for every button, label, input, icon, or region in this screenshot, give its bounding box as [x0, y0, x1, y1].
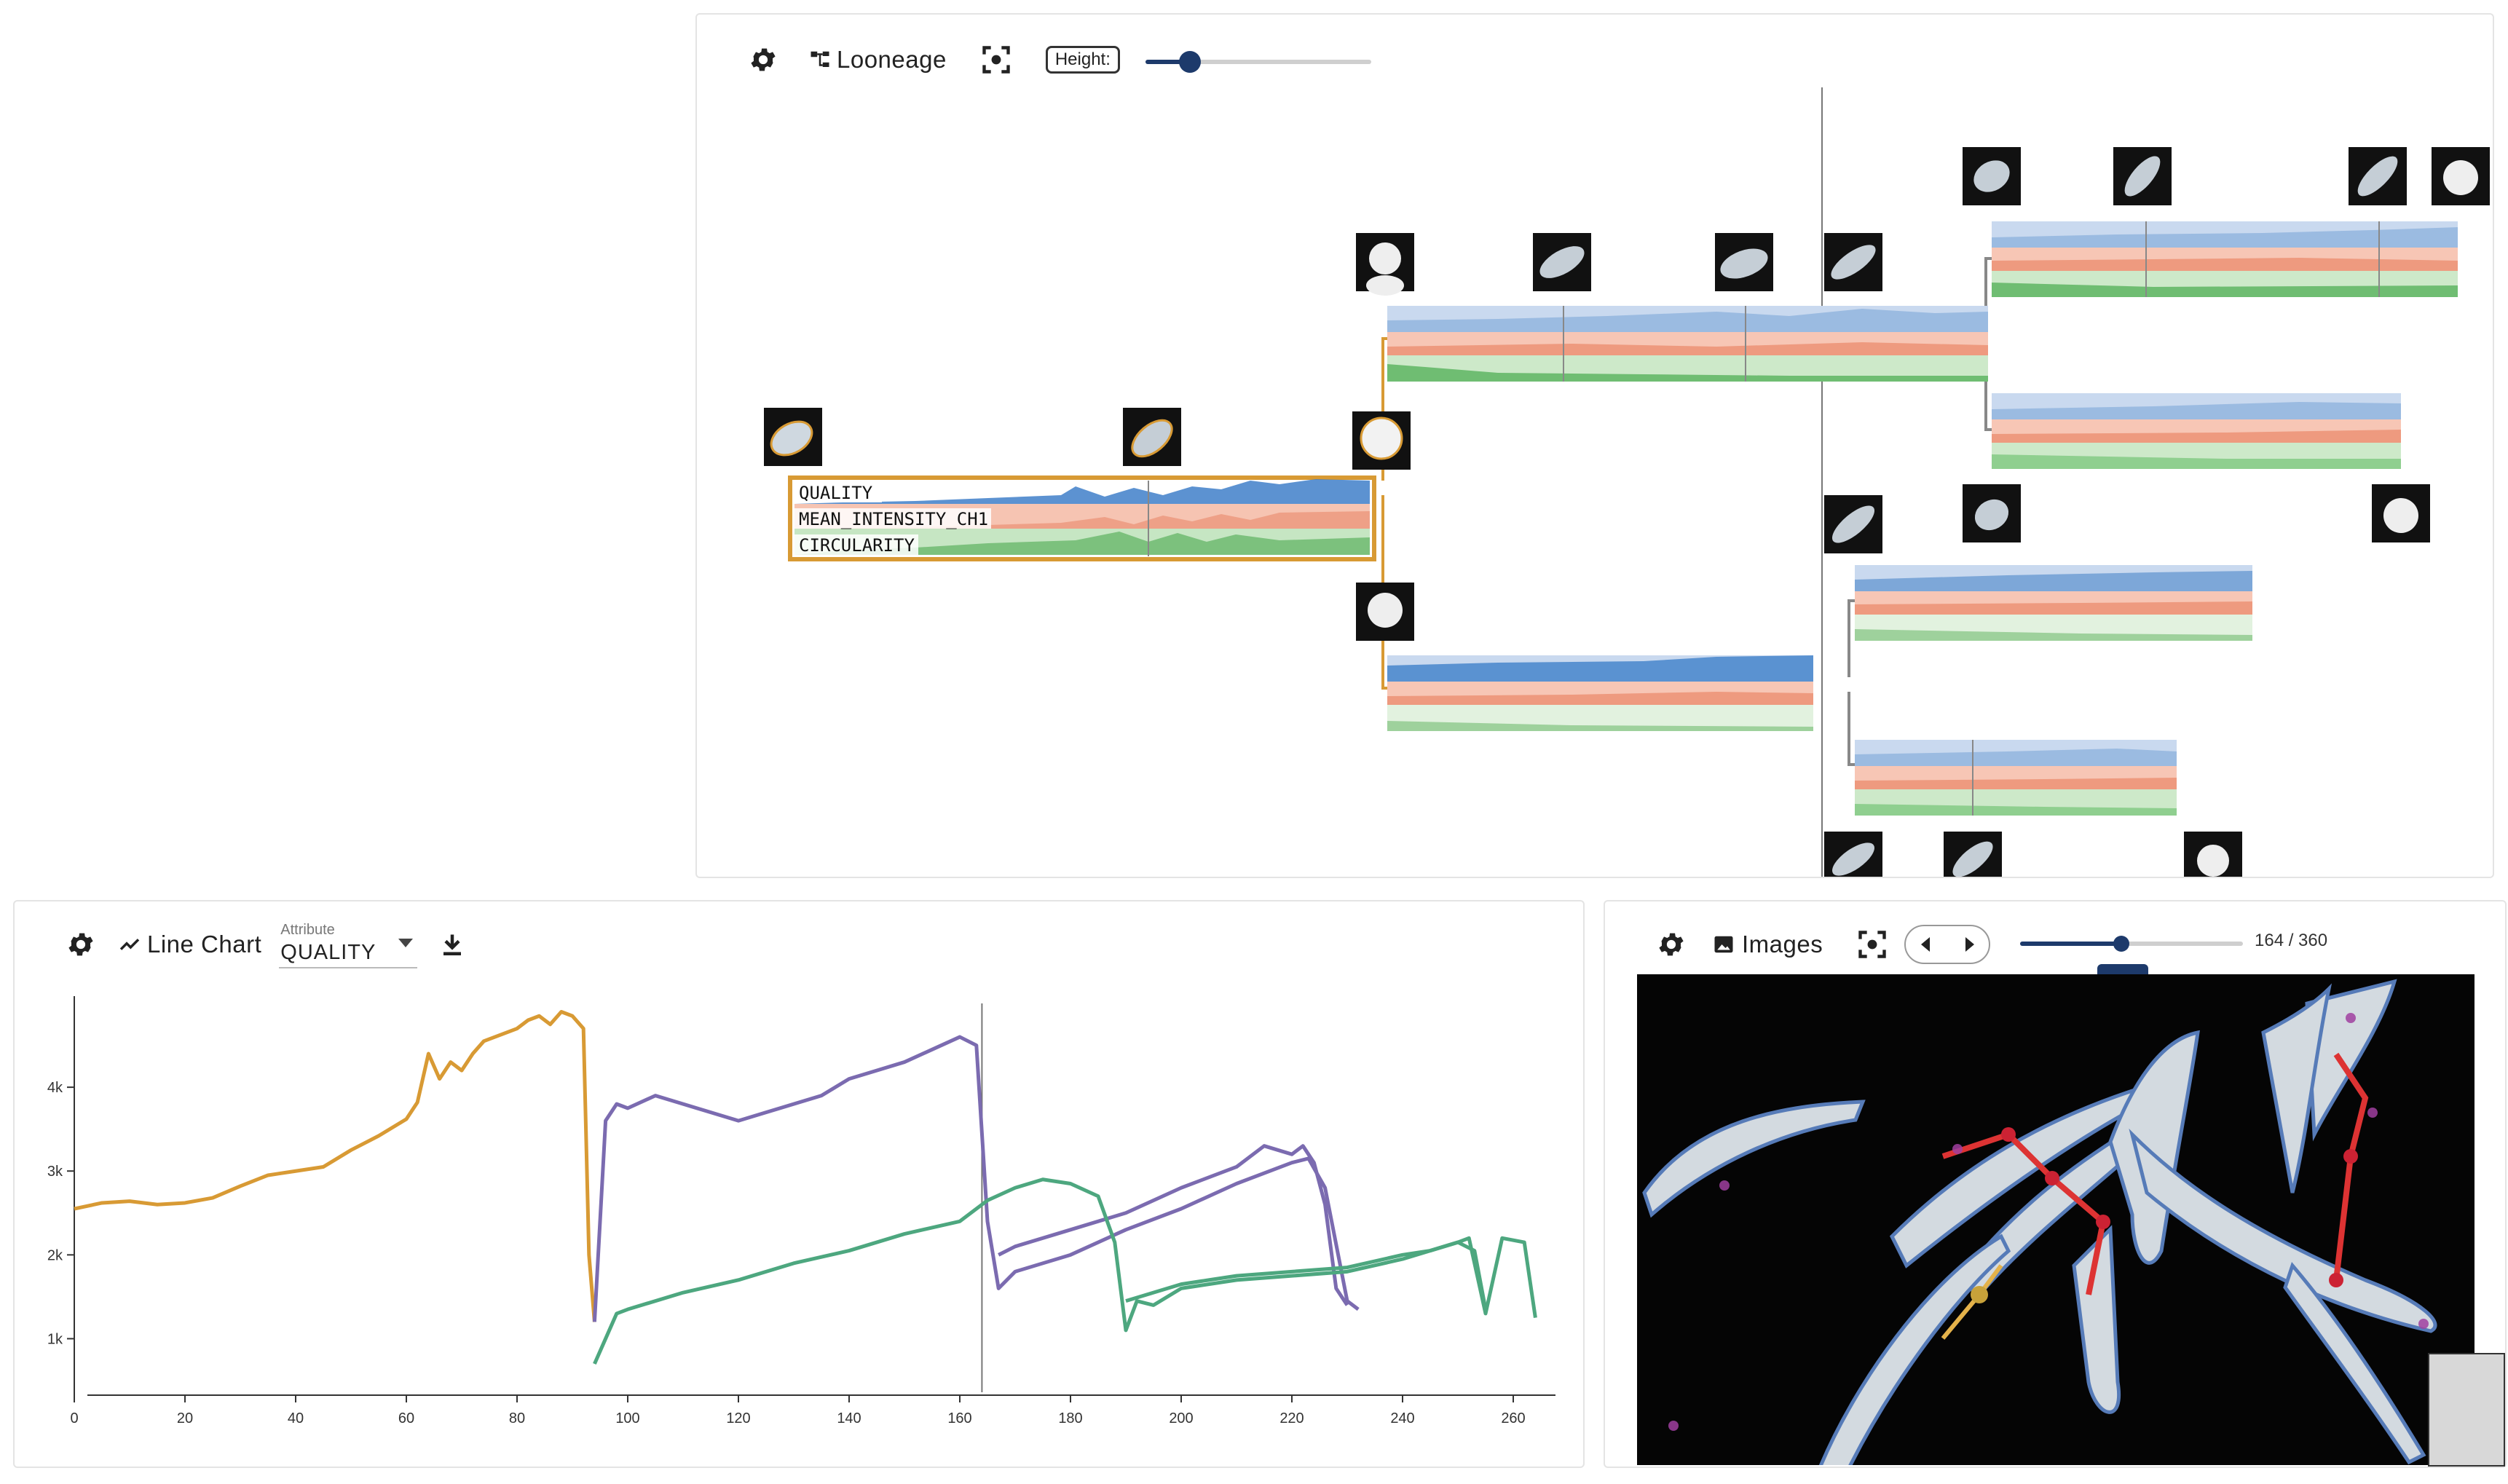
- lineage-tree[interactable]: QUALITY MEAN_INTENSITY_CH1 CIRCULARITY: [697, 15, 2493, 877]
- x-tick-label: 240: [1390, 1410, 1414, 1426]
- x-tick-label: 60: [398, 1410, 414, 1426]
- images-toolbar: Images: [1656, 919, 1991, 970]
- image-icon: [1713, 934, 1735, 955]
- chevron-right-icon[interactable]: [1963, 937, 1974, 952]
- thumb-12: [1824, 495, 1882, 553]
- y-tick-label: 3k: [47, 1164, 63, 1180]
- thumb-10: [2349, 147, 2407, 205]
- lineage-title: Looneage: [837, 46, 947, 73]
- thumb-13: [1963, 484, 2021, 542]
- attr-label-quality: QUALITY: [799, 483, 873, 503]
- thumb-5: [1533, 233, 1591, 291]
- track-f[interactable]: [1855, 740, 2177, 816]
- linechart-settings-icon[interactable]: [66, 929, 96, 960]
- frame-slider[interactable]: [2020, 932, 2243, 955]
- mini-overview-thumbnail[interactable]: [2428, 1353, 2505, 1467]
- line-chart[interactable]: 1k 2k 3k 4k 0 20 40 60 80 100 120 140 160 180 200 220 24…: [15, 982, 1580, 1462]
- download-icon[interactable]: [439, 931, 465, 958]
- thumb-7: [1824, 233, 1882, 291]
- images-title-group: Images: [1713, 931, 1823, 958]
- caret-down-icon: [398, 938, 414, 948]
- height-slider-thumb[interactable]: [1179, 51, 1201, 73]
- attribute-select[interactable]: Attribute QUALITY: [279, 920, 418, 968]
- thumb-3: [1352, 411, 1411, 470]
- x-tick-label: 120: [726, 1410, 750, 1426]
- x-tick-label: 260: [1501, 1410, 1525, 1426]
- cell-thumbnails[interactable]: [764, 147, 2490, 877]
- y-tick-label: 4k: [47, 1080, 63, 1096]
- track-root[interactable]: QUALITY MEAN_INTENSITY_CH1 CIRCULARITY: [788, 475, 1376, 561]
- thumb-2: [1123, 408, 1181, 466]
- thumb-1: [764, 408, 822, 466]
- x-tick-label: 100: [615, 1410, 639, 1426]
- microscopy-image[interactable]: [1637, 974, 2475, 1465]
- series-line-1: [592, 1035, 1360, 1322]
- y-tick-label: 1k: [47, 1331, 63, 1347]
- thumb-17: [1944, 832, 2002, 877]
- images-title: Images: [1742, 931, 1823, 958]
- frame-slider-track: [2020, 942, 2243, 946]
- x-tick-label: 0: [70, 1410, 78, 1426]
- track-d[interactable]: [1992, 393, 2401, 469]
- lineage-panel: Looneage Height:: [695, 13, 2494, 878]
- linechart-toolbar: Line Chart Attribute QUALITY: [66, 919, 465, 970]
- frame-readout: 164 / 360: [2255, 931, 2328, 950]
- attr-label-circularity: CIRCULARITY: [799, 535, 915, 556]
- frame-slider-fill: [2020, 942, 2122, 946]
- images-recenter-focus-icon[interactable]: [1856, 928, 1888, 960]
- chevron-left-icon[interactable]: [1920, 937, 1933, 952]
- x-tick-label: 20: [177, 1410, 193, 1426]
- height-label-button[interactable]: Height:: [1045, 46, 1120, 74]
- line-chart-icon: [118, 933, 141, 956]
- attribute-select-label: Attribute: [280, 922, 335, 938]
- x-tick-label: 160: [947, 1410, 971, 1426]
- track-a[interactable]: [1387, 306, 1988, 382]
- lineage-title-group: Looneage: [809, 46, 947, 74]
- frame-stepper: [1904, 925, 1991, 964]
- series-line-0: [74, 1010, 596, 1322]
- thumb-15: [1356, 583, 1414, 641]
- tree-icon: [809, 49, 831, 71]
- series-line-2: [998, 1144, 1349, 1306]
- images-panel: Images 164 / 360 164: [1604, 900, 2507, 1468]
- height-slider-fill: [1145, 60, 1191, 64]
- thumb-11: [2432, 147, 2490, 205]
- thumb-4: [1356, 233, 1414, 296]
- x-tick-label: 220: [1279, 1410, 1304, 1426]
- linechart-title-group: Line Chart: [118, 931, 261, 958]
- y-tick-label: 2k: [47, 1247, 63, 1263]
- x-tick-label: 80: [509, 1410, 525, 1426]
- x-tick-label: 40: [288, 1410, 304, 1426]
- x-tick-label: 180: [1058, 1410, 1082, 1426]
- series-line-3: [593, 1177, 1537, 1365]
- height-slider-track: [1145, 60, 1371, 64]
- thumb-18: [2184, 832, 2242, 877]
- thumb-9: [2113, 147, 2172, 205]
- track-e[interactable]: [1855, 565, 2252, 641]
- attr-label-mean-intensity: MEAN_INTENSITY_CH1: [799, 509, 988, 529]
- x-tick-label: 200: [1169, 1410, 1193, 1426]
- thumb-16: [1824, 832, 1882, 877]
- lineage-toolbar: Looneage Height:: [748, 38, 1120, 82]
- thumb-6: [1715, 233, 1773, 291]
- track-c[interactable]: [1992, 221, 2458, 297]
- series-line-4: [1125, 1240, 1488, 1310]
- thumb-8: [1963, 147, 2021, 205]
- frame-slider-thumb[interactable]: [2113, 936, 2130, 952]
- thumb-14: [2372, 484, 2430, 542]
- height-slider[interactable]: [1145, 51, 1371, 73]
- linechart-panel: Line Chart Attribute QUALITY 1k 2k 3k 4k 0 20…: [13, 900, 1585, 1468]
- images-settings-icon[interactable]: [1656, 929, 1687, 960]
- attribute-select-value: QUALITY: [280, 941, 376, 964]
- lineage-recenter-focus-icon[interactable]: [980, 44, 1012, 76]
- lineage-settings-icon[interactable]: [748, 44, 778, 75]
- linechart-title: Line Chart: [147, 931, 262, 958]
- x-tick-label: 140: [837, 1410, 861, 1426]
- track-b[interactable]: [1387, 655, 1813, 731]
